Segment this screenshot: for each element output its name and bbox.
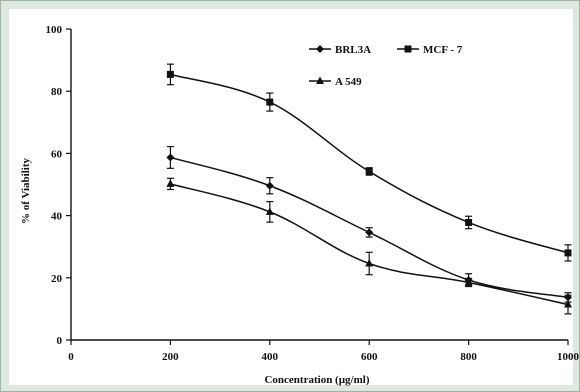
y-tick-label: 80 — [51, 86, 63, 98]
data-point — [166, 70, 174, 78]
x-tick-label: 400 — [262, 351, 279, 363]
legend-item: A 549 — [309, 76, 362, 88]
legend-item: BRL3A — [309, 44, 371, 56]
data-point — [266, 98, 274, 106]
legend-item: MCF - 7 — [397, 44, 463, 56]
x-tick-label: 1000 — [557, 351, 580, 363]
data-point — [166, 153, 175, 162]
x-tick-label: 600 — [361, 351, 378, 363]
data-point — [365, 258, 374, 267]
data-point — [464, 277, 473, 286]
series-a-549 — [166, 177, 572, 315]
data-point — [365, 167, 373, 175]
plot-marks — [166, 63, 572, 315]
legend-label: A 549 — [335, 76, 362, 88]
y-tick-label: 60 — [51, 148, 63, 160]
data-point — [564, 300, 572, 308]
series-line — [170, 183, 569, 306]
data-point — [265, 207, 274, 215]
x-tick-label: 0 — [68, 351, 74, 363]
y-tick-label: 100 — [46, 24, 63, 36]
data-point — [465, 218, 473, 226]
y-tick-label: 40 — [51, 211, 63, 223]
series-mcf-7 — [166, 63, 572, 262]
data-point — [564, 249, 572, 257]
y-tick-label: 0 — [57, 335, 63, 347]
y-axis-title: % of Viability — [20, 158, 32, 225]
x-tick-label: 200 — [162, 351, 179, 363]
legend-marker — [316, 45, 324, 53]
legend: BRL3A MCF - 7 A 549 — [309, 44, 463, 88]
legend-marker — [316, 76, 324, 84]
data-point — [365, 228, 374, 237]
x-tick-label: 800 — [460, 351, 477, 363]
data-point — [265, 181, 274, 190]
series-line — [170, 73, 569, 254]
legend-label: BRL3A — [335, 44, 371, 56]
legend-label: MCF - 7 — [423, 44, 463, 56]
legend-marker — [404, 45, 412, 53]
data-point — [166, 179, 175, 187]
chart-panel: 0 20 40 60 80 100 0 200 400 600 800 1000 BRL3A MCF -… — [9, 9, 580, 386]
x-axis-title: Concentration (µg/ml) — [264, 374, 369, 386]
y-tick-label: 20 — [51, 273, 63, 285]
